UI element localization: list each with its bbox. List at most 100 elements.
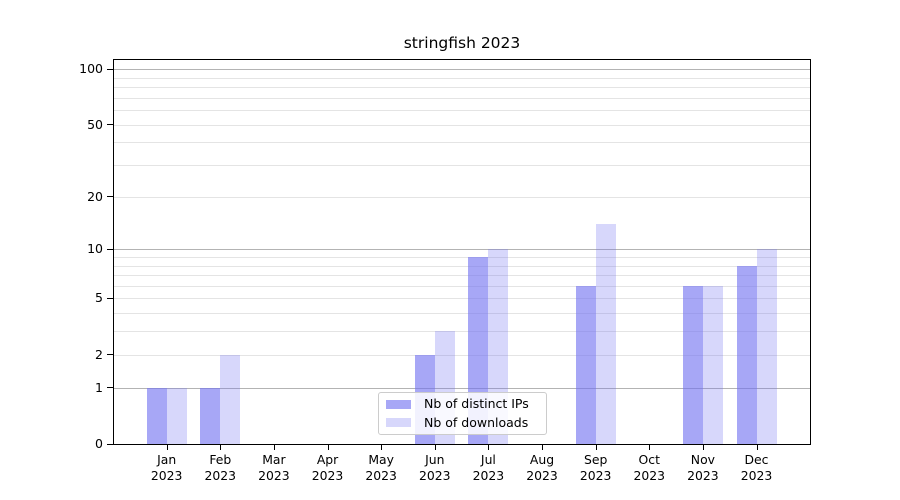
x-tick-month: Jul [480,452,496,467]
y-tick-label: 2 [95,346,103,362]
legend: Nb of distinct IPs Nb of downloads [378,392,547,435]
plot-area [113,59,811,445]
gridline-minor [114,165,810,167]
legend-swatch-ips [386,399,411,410]
x-tick-mark [542,444,544,450]
x-tick-label: Jun 2023 [403,452,467,484]
bar-ips-nov-2023 [682,285,703,444]
x-tick-mark [327,444,329,450]
x-tick-label: Feb 2023 [188,452,252,484]
y-tick-label: 20 [87,188,103,204]
bar-downloads-nov-2023 [702,285,723,444]
x-tick-year: 2023 [740,468,773,483]
gridline-minor [114,256,810,258]
gridline-minor [114,275,810,277]
gridline-major [114,69,810,71]
gridline-minor [114,110,810,112]
y-tick-label: 0 [95,436,103,451]
x-tick-month: Aug [529,452,555,467]
legend-swatch-downloads [386,417,411,428]
bar-ips-dec-2023 [736,265,757,444]
gridline-minor [114,77,810,79]
x-tick-month: Dec [744,452,769,467]
gridline-minor [114,87,810,89]
bar-downloads-jan-2023 [166,387,187,444]
legend-item-ips: Nb of distinct IPs [386,397,546,411]
y-tick-label: 10 [87,241,103,257]
y-tick-mark [107,297,113,299]
gridline-minor [114,142,810,144]
gridline-minor [114,97,810,99]
bar-downloads-dec-2023 [756,249,777,444]
legend-item-downloads: Nb of downloads [386,414,546,430]
x-tick-mark [166,444,168,450]
x-tick-year: 2023 [579,468,612,483]
x-tick-month: Sep [583,452,608,467]
x-tick-label: Aug 2023 [510,452,574,484]
gridline-major [114,387,810,389]
x-tick-year: 2023 [204,468,237,483]
gridline-labeled [114,196,810,198]
gridline-minor [114,313,810,315]
x-tick-mark [381,444,383,450]
y-tick-label: 1 [95,379,103,395]
y-tick-mark [107,248,113,250]
x-tick-month: Jun [425,452,445,467]
legend-label-downloads: Nb of downloads [424,414,529,430]
bar-downloads-sep-2023 [595,224,616,444]
x-tick-month: Nov [690,452,715,467]
x-tick-mark [220,444,222,450]
x-tick-label: Mar 2023 [242,452,306,484]
x-tick-year: 2023 [472,468,505,483]
x-tick-label: May 2023 [349,452,413,484]
x-tick-mark [488,444,490,450]
y-tick-label: 5 [95,290,103,306]
legend-label-ips: Nb of distinct IPs [424,396,529,412]
bar-ips-jan-2023 [146,387,167,444]
y-tick-mark [107,443,113,445]
x-tick-label: Sep 2023 [564,452,628,484]
x-tick-label: Jul 2023 [456,452,520,484]
x-tick-label: Nov 2023 [671,452,735,484]
x-tick-mark [273,444,275,450]
gridline-minor [114,285,810,287]
x-tick-month: Apr [316,452,339,467]
x-tick-year: 2023 [526,468,558,483]
x-tick-mark [434,444,436,450]
gridline-minor [114,331,810,333]
gridline-labeled [114,298,810,300]
x-tick-month: Feb [209,452,232,467]
y-tick-mark [107,387,113,389]
x-tick-mark [756,444,758,450]
x-tick-mark [702,444,704,450]
x-tick-year: 2023 [150,468,183,483]
bar-ips-sep-2023 [575,285,596,444]
chart-title: stringfish 2023 [403,34,521,52]
x-tick-month: Mar [262,452,286,467]
x-tick-year: 2023 [311,468,344,483]
y-tick-mark [107,354,113,356]
x-tick-label: Oct 2023 [617,452,681,484]
gridline-labeled [114,124,810,126]
y-tick-mark [107,68,113,70]
x-tick-month: Oct [638,452,660,467]
x-tick-year: 2023 [633,468,666,483]
gridline-labeled [114,354,810,356]
x-tick-label: Jan 2023 [135,452,199,484]
bar-ips-feb-2023 [200,387,221,444]
gridline-minor [114,265,810,267]
y-tick-mark [107,196,113,198]
x-tick-year: 2023 [419,468,451,483]
y-tick-label: 50 [87,116,103,132]
x-tick-month: Jan [157,452,177,467]
x-tick-mark [649,444,651,450]
gridline-major [114,249,810,251]
x-tick-year: 2023 [258,468,290,483]
y-tick-label: 100 [79,61,103,77]
x-tick-year: 2023 [687,468,719,483]
x-tick-month: May [368,452,394,467]
x-tick-label: Dec 2023 [725,452,789,484]
x-tick-label: Apr 2023 [296,452,360,484]
x-tick-mark [595,444,597,450]
